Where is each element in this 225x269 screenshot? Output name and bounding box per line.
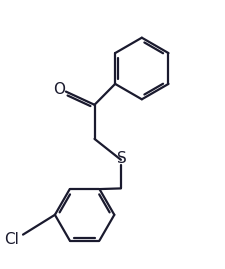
Text: S: S [117,151,126,166]
Text: O: O [53,82,65,97]
Text: Cl: Cl [4,232,19,246]
